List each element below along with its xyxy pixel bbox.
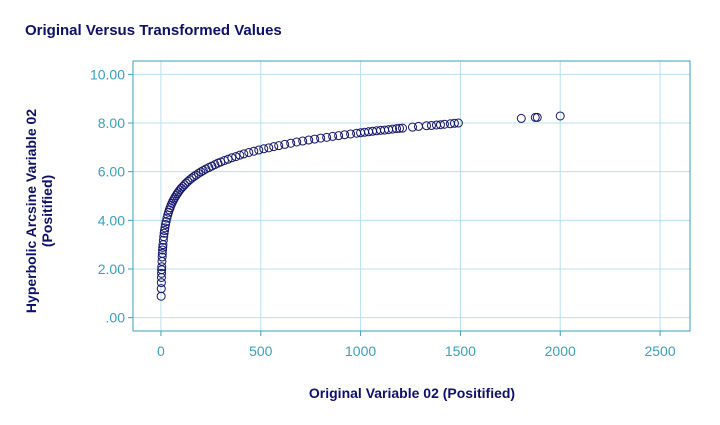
data-point [259,144,269,154]
data-point [398,123,408,133]
data-point [191,170,201,180]
data-point [346,129,356,139]
y-tick-label: 2.00 [98,261,125,277]
y-tick-label: 6.00 [98,164,125,180]
y-tick-label: 8.00 [98,115,125,131]
plot-border [132,60,691,332]
data-point [392,124,402,134]
data-point [407,122,417,132]
data-point [160,223,170,233]
data-point [292,137,302,147]
data-point [158,235,168,245]
x-tick-label: 0 [157,343,165,359]
data-point [334,131,344,141]
data-point [244,147,254,157]
data-point [159,232,169,242]
data-point [310,134,320,144]
data-point [395,123,405,133]
data-point [193,168,203,178]
x-tick-label: 1000 [345,343,376,359]
data-point [280,139,290,149]
data-point [453,118,463,128]
data-point [439,119,449,129]
x-axis-title: Original Variable 02 (Positified) [309,385,515,401]
data-point [555,111,565,121]
data-point [530,112,540,122]
data-point [316,133,326,143]
data-point [269,142,279,152]
y-tick-label: 10.00 [90,66,125,82]
data-point [157,248,167,258]
data-point [421,121,431,131]
y-axis-title-line-1: Hyperbolic Arcsine Variable 02 [23,109,39,313]
data-point [328,131,338,141]
y-axis-title: Hyperbolic Arcsine Variable 02 (Positifi… [23,109,55,313]
data-point [239,149,249,159]
data-point [249,146,259,156]
data-point [286,138,296,148]
plot-frame [132,60,691,332]
y-tick-label: 4.00 [98,212,125,228]
data-point [175,185,185,195]
data-point [264,143,274,153]
data-point [413,121,423,131]
data-point [176,183,186,193]
data-point [254,145,264,155]
data-point [223,154,233,164]
grid-lines [133,61,690,331]
data-point [231,152,241,162]
y-axis-ticks: .00 2.00 4.00 6.00 8.00 10.00 [90,66,133,326]
data-point [189,172,199,182]
data-point [227,153,237,163]
data-point [161,217,171,227]
x-tick-label: 2000 [545,343,576,359]
chart-title: Original Versus Transformed Values [25,22,282,39]
data-point [322,132,332,142]
data-point [158,242,168,252]
data-point [435,120,445,130]
x-tick-label: 2500 [644,343,675,359]
data-point [180,180,190,190]
y-axis-title-line-2: (Positified) [39,175,55,247]
data-point [157,252,167,262]
data-point [178,182,188,192]
data-points [156,111,565,301]
data-point [157,268,167,278]
data-point [388,124,398,134]
data-point [156,284,166,294]
data-point [516,113,526,123]
data-point [449,118,459,128]
data-point [340,130,350,140]
data-point [235,150,245,160]
data-point [532,112,542,122]
data-point [298,136,308,146]
x-axis-ticks: 0 500 1000 1500 2000 2500 [157,331,676,359]
data-point [156,278,166,288]
data-point [196,167,206,177]
x-tick-label: 1500 [445,343,476,359]
data-point [198,165,208,175]
x-tick-label: 500 [249,343,273,359]
data-point [274,141,284,151]
data-point [426,120,436,130]
data-point [158,245,168,255]
data-point [157,262,167,272]
y-tick-label: .00 [106,310,126,326]
data-point [304,135,314,145]
